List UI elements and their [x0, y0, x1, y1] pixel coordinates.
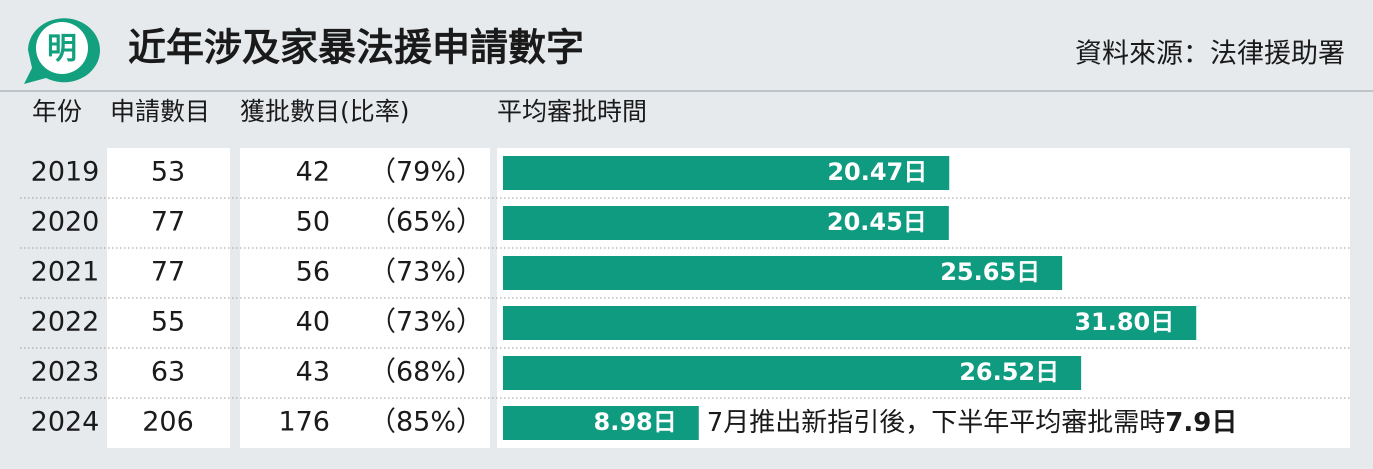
bar — [503, 356, 1082, 390]
bar — [503, 406, 699, 440]
applications: 55 — [151, 307, 185, 338]
header-rule — [0, 90, 1373, 92]
bar-label: 31.80日 — [1074, 308, 1174, 336]
note-value: 7.9日 — [1165, 408, 1237, 438]
rate: （73%） — [369, 307, 483, 338]
bar-label: 20.47日 — [827, 158, 927, 186]
source: 資料來源：法律援助署 — [1075, 39, 1345, 70]
applications: 63 — [151, 357, 185, 388]
rate: （68%） — [369, 357, 483, 388]
column-header: 平均審批時間 — [497, 97, 647, 126]
applications: 206 — [142, 407, 194, 438]
year: 2022 — [31, 307, 100, 338]
approved: 56 — [296, 257, 330, 288]
applications: 77 — [151, 207, 185, 238]
note-text: 7月推出新指引後，下半年平均審批需時 — [707, 408, 1166, 438]
bar-label: 20.45日 — [827, 208, 927, 236]
bar-label: 25.65日 — [940, 258, 1040, 286]
rate: （73%） — [369, 257, 483, 288]
approved: 43 — [296, 357, 330, 388]
year: 2020 — [31, 207, 100, 238]
bar-label: 26.52日 — [959, 358, 1059, 386]
applications: 77 — [151, 257, 185, 288]
approved: 42 — [296, 157, 330, 188]
bar — [503, 306, 1197, 340]
rate: （65%） — [369, 207, 483, 238]
column-header: 申請數目 — [110, 97, 210, 126]
bar-label: 8.98日 — [594, 408, 677, 436]
approved: 176 — [278, 407, 330, 438]
year: 2024 — [31, 407, 100, 438]
rate: （79%） — [369, 157, 483, 188]
column-header: 獲批數目(比率) — [240, 97, 410, 126]
title: 近年涉及家暴法援申請數字 — [128, 26, 584, 70]
note: 7月推出新指引後，下半年平均審批需時7.9日 — [707, 408, 1238, 438]
bar — [503, 156, 950, 190]
column-header: 年份 — [32, 97, 82, 126]
year: 2021 — [31, 257, 100, 288]
year: 2023 — [31, 357, 100, 388]
logo-inner — [36, 22, 88, 74]
approved: 40 — [296, 307, 330, 338]
rate: （85%） — [369, 407, 483, 438]
logo-text: 明 — [47, 32, 77, 67]
panel — [497, 148, 1350, 448]
bar — [503, 256, 1063, 290]
applications: 53 — [151, 157, 185, 188]
bar — [503, 206, 949, 240]
approved: 50 — [296, 207, 330, 238]
year: 2019 — [31, 157, 100, 188]
